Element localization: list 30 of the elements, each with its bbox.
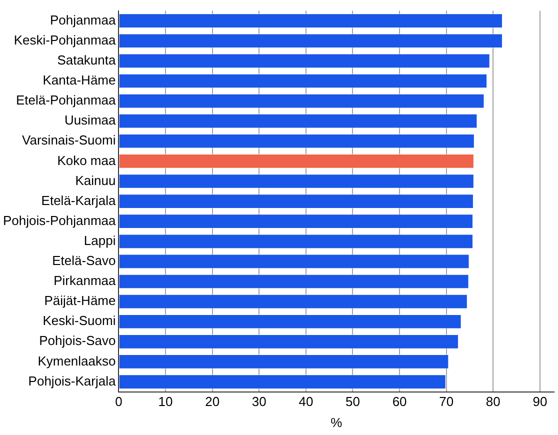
x-tick-label: 40 [298, 394, 314, 410]
x-tick-label: 0 [115, 394, 122, 410]
y-tick-label: Varsinais-Suomi [22, 132, 116, 148]
x-tick-label: 50 [346, 394, 360, 410]
y-tick-label: Kanta-Häme [42, 72, 116, 88]
y-tick-label: Satakunta [57, 52, 116, 68]
y-tick-label: Uusimaa [64, 112, 117, 128]
y-tick-label: Kymenlaakso [38, 353, 116, 368]
y-tick-label: Etelä-Savo [52, 253, 116, 268]
y-tick-label: Kainuu [75, 172, 116, 188]
x-tick-label: 80 [486, 394, 500, 410]
y-tick-label: Pohjois-Savo [39, 333, 116, 348]
x-axis-title: % [330, 414, 343, 430]
y-tick-label: Etelä-Pohjanmaa [16, 92, 116, 108]
x-tick-label: 90 [532, 394, 548, 410]
y-tick-label: Lappi [84, 232, 116, 248]
y-tick-label: Etelä-Karjala [41, 192, 116, 208]
y-tick-label: Päijät-Häme [44, 293, 116, 308]
y-tick-label: Koko maa [57, 152, 116, 168]
x-tick-label: 70 [439, 394, 454, 410]
x-tick-label: 10 [158, 394, 173, 410]
y-tick-label: Pohjois-Karjala [28, 373, 116, 388]
y-tick-label: Pohjois-Pohjanmaa [3, 212, 117, 228]
y-tick-label: Pirkanmaa [54, 273, 116, 288]
y-tick-label: Keski-Suomi [42, 313, 116, 328]
x-tick-label: 20 [205, 394, 220, 410]
y-tick-label: Pohjanmaa [50, 12, 116, 28]
x-tick-label: 60 [392, 394, 407, 410]
x-tick-label: 30 [252, 394, 266, 410]
y-tick-label: Keski-Pohjanmaa [14, 32, 116, 48]
